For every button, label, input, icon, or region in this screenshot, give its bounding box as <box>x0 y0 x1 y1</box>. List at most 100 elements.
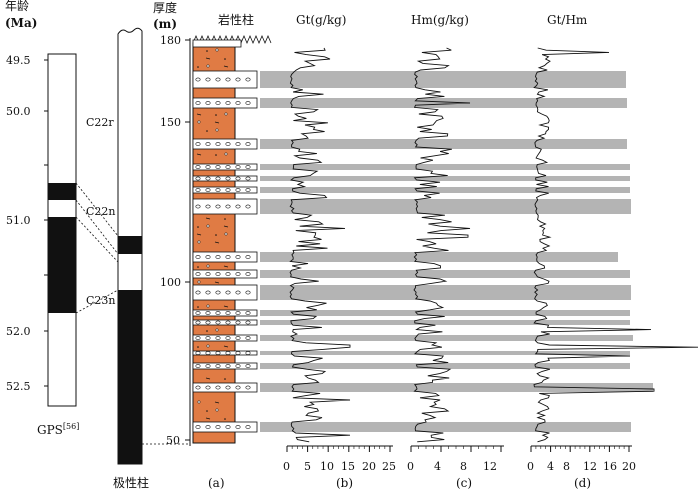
dot-mark <box>197 306 199 308</box>
depth-tick-100: 100 <box>160 276 181 289</box>
dash-mark <box>196 113 202 116</box>
pebble-mark <box>235 320 241 325</box>
dash-mark <box>223 345 229 348</box>
dot-mark <box>206 130 208 132</box>
pebble-mark <box>195 165 201 169</box>
pebble-mark <box>215 364 221 368</box>
pebble-mark <box>195 364 201 368</box>
polarity-column: 极性柱 <box>113 27 190 490</box>
hm-header: Hm(g/kg) <box>411 13 469 27</box>
polarity-black-lower <box>118 290 142 464</box>
mudstone-layer <box>192 334 258 342</box>
dash-mark <box>223 225 229 228</box>
ratio-tick-0: 0 <box>527 460 534 473</box>
pebble-mark <box>205 255 211 259</box>
dot-mark <box>215 154 217 156</box>
gray-band <box>260 335 633 341</box>
grain-mark <box>206 304 210 308</box>
hm-tick-0: 0 <box>407 460 414 473</box>
pebble-mark <box>245 351 251 355</box>
dot-mark <box>197 226 199 228</box>
pebble-mark <box>235 165 241 169</box>
pebble-mark <box>225 311 231 315</box>
pebble-mark <box>235 351 241 355</box>
grain-mark <box>206 344 210 348</box>
pebble-mark <box>245 101 251 105</box>
dot-mark <box>215 114 217 116</box>
pebble-mark <box>235 188 241 192</box>
grain-mark <box>224 152 228 156</box>
gt-tick-15: 15 <box>341 460 355 473</box>
grain-mark <box>215 48 219 52</box>
gt-curve <box>289 47 351 443</box>
gps-black-band-c23n <box>48 217 76 313</box>
pebble-mark <box>235 336 241 340</box>
gray-band <box>260 98 627 108</box>
ratio-tick-4: 4 <box>547 460 554 473</box>
pebble-mark <box>195 351 201 355</box>
pebble-mark <box>205 311 211 315</box>
pebble-mark <box>235 77 241 82</box>
hm-curve <box>413 47 471 443</box>
pebble-mark <box>205 425 211 429</box>
age-tick-49.5: 49.5 <box>6 54 31 67</box>
pebble-mark <box>235 311 241 315</box>
gt-tick-10: 10 <box>320 460 334 473</box>
mudstone-layer <box>192 284 258 301</box>
grain-mark <box>197 120 201 124</box>
mudstone-layer <box>192 97 258 109</box>
pebble-mark <box>225 351 231 355</box>
gt-tick-25: 25 <box>382 460 396 473</box>
age-axis: 49.5 50.0 51.0 52.0 52.5 <box>6 54 48 393</box>
pebble-mark <box>225 101 231 105</box>
pebble-mark <box>245 425 251 429</box>
polarity-column-label: 极性柱 <box>113 475 149 490</box>
gray-band <box>260 252 618 262</box>
pebble-mark <box>205 77 211 82</box>
grain-mark <box>224 112 228 116</box>
pebble-mark <box>195 142 201 146</box>
dash-mark <box>223 65 229 68</box>
pebble-mark <box>195 272 201 276</box>
pebble-mark <box>195 311 201 315</box>
pebble-mark <box>245 272 251 276</box>
hm-tick-8: 8 <box>460 460 467 473</box>
pebble-mark <box>215 188 221 192</box>
ratio-axis: 0 4 8 12 16 20 <box>527 445 636 473</box>
mudstone-layer <box>192 186 258 194</box>
pebble-mark <box>205 204 211 209</box>
ratio-tick-12: 12 <box>583 460 597 473</box>
grain-mark <box>197 240 201 244</box>
pebble-mark <box>215 290 221 295</box>
age-unit: (Ma) <box>5 16 37 30</box>
pebble-mark <box>245 176 251 181</box>
mudstone-bands <box>260 71 653 432</box>
pebble-mark <box>235 364 241 368</box>
pebble-mark <box>225 188 231 192</box>
age-tick-52.5: 52.5 <box>6 380 31 393</box>
pebble-mark <box>235 272 241 276</box>
gps-label: GPS[56] <box>37 422 79 437</box>
grain-mark <box>215 408 219 412</box>
age-tick-51.0: 51.0 <box>6 214 31 227</box>
age-tick-52.0: 52.0 <box>6 325 31 338</box>
lithology-column <box>192 34 272 444</box>
gt-axis: 0 5 10 15 20 25 <box>283 445 396 473</box>
dot-mark <box>197 266 199 268</box>
gray-band <box>260 139 627 149</box>
correlation-lines <box>75 182 119 314</box>
gray-band <box>260 199 631 214</box>
panel-label-c: (c) <box>456 476 472 490</box>
dot-mark <box>215 234 217 236</box>
pebble-mark <box>245 188 251 192</box>
grain-mark <box>206 224 210 228</box>
pebble-mark <box>195 385 201 390</box>
pebble-mark <box>235 385 241 390</box>
pebble-mark <box>235 176 241 181</box>
pebble-mark <box>215 311 221 315</box>
pebble-mark <box>195 336 201 340</box>
pebble-mark <box>225 364 231 368</box>
pebble-mark <box>235 255 241 259</box>
gray-band <box>260 187 630 193</box>
pebble-mark <box>245 142 251 146</box>
